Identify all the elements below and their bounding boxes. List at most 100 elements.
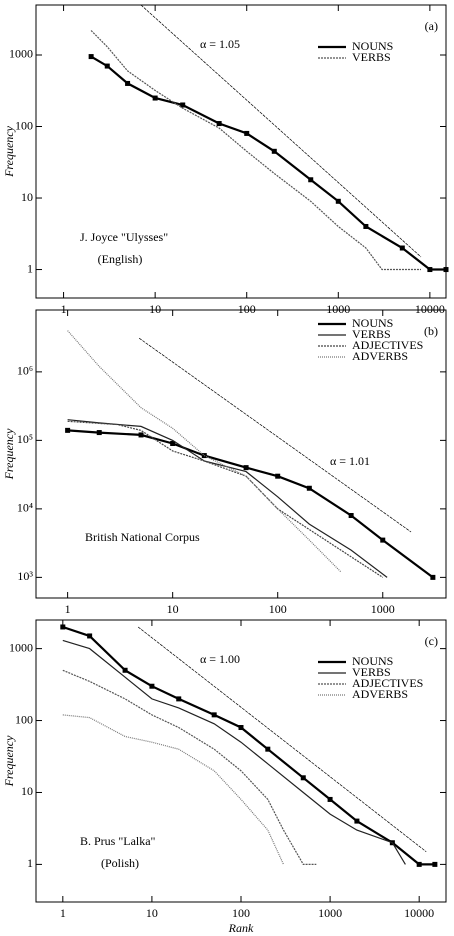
series-marker [152, 95, 158, 101]
series-line [62, 714, 285, 865]
series-marker [243, 465, 249, 471]
y-tick-label: 10⁵ [17, 432, 33, 446]
series-marker [300, 775, 306, 781]
x-tick-label: 100 [238, 302, 256, 316]
series-marker [308, 177, 314, 183]
plot-frame [35, 4, 447, 299]
y-tick-label: 1 [27, 856, 33, 870]
series-marker [170, 441, 176, 447]
legend-label: VERBS [352, 327, 391, 341]
series-marker [88, 54, 94, 60]
x-axis-label: Rank [228, 921, 254, 935]
legend-label: VERBS [352, 665, 391, 679]
series-marker [176, 696, 182, 702]
series-marker [125, 80, 131, 86]
series-marker [399, 245, 405, 251]
alpha-annotation: α = 1.01 [330, 454, 370, 468]
y-tick-label: 100 [15, 712, 33, 726]
series-marker [348, 513, 354, 519]
legend-label: NOUNS [352, 39, 393, 53]
series-marker [363, 223, 369, 229]
series-marker [180, 102, 186, 108]
series-marker [443, 267, 449, 273]
series-line [62, 669, 317, 865]
series-marker [96, 430, 102, 436]
series-marker [430, 574, 436, 580]
corpus-note: B. Prus "Lalka" [80, 834, 156, 848]
reference-line [138, 337, 412, 533]
x-tick-label: 1 [61, 302, 67, 316]
x-tick-label: 10000 [404, 906, 434, 920]
x-tick-label: 1000 [371, 602, 395, 616]
x-tick-label: 10 [167, 602, 179, 616]
y-tick-label: 100 [15, 118, 33, 132]
x-tick-label: 1000 [318, 906, 342, 920]
series-marker [87, 633, 93, 639]
corpus-note-sub: (English) [98, 252, 143, 266]
y-tick-label: 10 [21, 190, 33, 204]
series-line [90, 55, 446, 271]
y-tick-label: 10³ [17, 569, 33, 583]
series-marker [306, 485, 312, 491]
y-axis-label: Frequency [2, 428, 16, 481]
y-axis-label: Frequency [2, 735, 16, 788]
series-marker [238, 725, 244, 731]
series-marker [271, 148, 277, 154]
series-marker [327, 796, 333, 802]
series-marker [60, 624, 66, 630]
panel-label: (a) [425, 19, 438, 33]
series-marker [211, 712, 217, 718]
series-line [67, 420, 384, 578]
y-tick-label: 1000 [9, 640, 33, 654]
series-line [67, 419, 388, 578]
corpus-note-sub: (Polish) [101, 856, 139, 870]
series-marker [104, 63, 110, 69]
y-tick-label: 10⁴ [17, 501, 33, 515]
alpha-annotation: α = 1.00 [200, 652, 240, 666]
x-tick-label: 100 [269, 602, 287, 616]
series-line [90, 30, 421, 271]
legend-label: NOUNS [352, 654, 393, 668]
series-marker [354, 818, 360, 824]
series-line [67, 429, 434, 579]
x-tick-label: 10 [146, 906, 158, 920]
y-axis-label: Frequency [2, 125, 16, 178]
x-tick-label: 100 [232, 906, 250, 920]
series-marker [275, 473, 281, 479]
alpha-annotation: α = 1.05 [200, 37, 240, 51]
corpus-note: British National Corpus [85, 530, 200, 544]
series-marker [432, 861, 438, 867]
series-marker [138, 432, 144, 438]
series-line [67, 330, 342, 573]
plot-frame [35, 309, 447, 599]
series-marker [427, 267, 433, 273]
reference-line [140, 4, 422, 258]
legend-label: ADVERBS [352, 349, 408, 363]
series-marker [380, 537, 386, 543]
legend-label: ADVERBS [352, 687, 408, 701]
legend-label: ADJECTIVES [352, 338, 423, 352]
y-tick-label: 1000 [9, 47, 33, 61]
x-tick-label: 10 [149, 302, 161, 316]
series-marker [244, 130, 250, 136]
y-tick-label: 10 [21, 784, 33, 798]
series-marker [149, 683, 155, 689]
legend-label: VERBS [352, 50, 391, 64]
legend-label: NOUNS [352, 316, 393, 330]
series-marker [122, 667, 128, 673]
y-tick-label: 1 [27, 261, 33, 275]
panel-label: (b) [424, 324, 438, 338]
corpus-note: J. Joyce "Ulysses" [80, 230, 168, 244]
x-tick-label: 1 [60, 906, 66, 920]
series-marker [335, 198, 341, 204]
panel-label: (c) [425, 634, 438, 648]
x-tick-label: 10000 [415, 302, 445, 316]
reference-line [137, 626, 427, 853]
series-line [62, 639, 406, 865]
series-marker [65, 427, 71, 433]
y-tick-label: 10⁶ [17, 364, 33, 378]
series-marker [216, 121, 222, 127]
series-marker [265, 746, 271, 752]
legend-label: ADJECTIVES [352, 676, 423, 690]
